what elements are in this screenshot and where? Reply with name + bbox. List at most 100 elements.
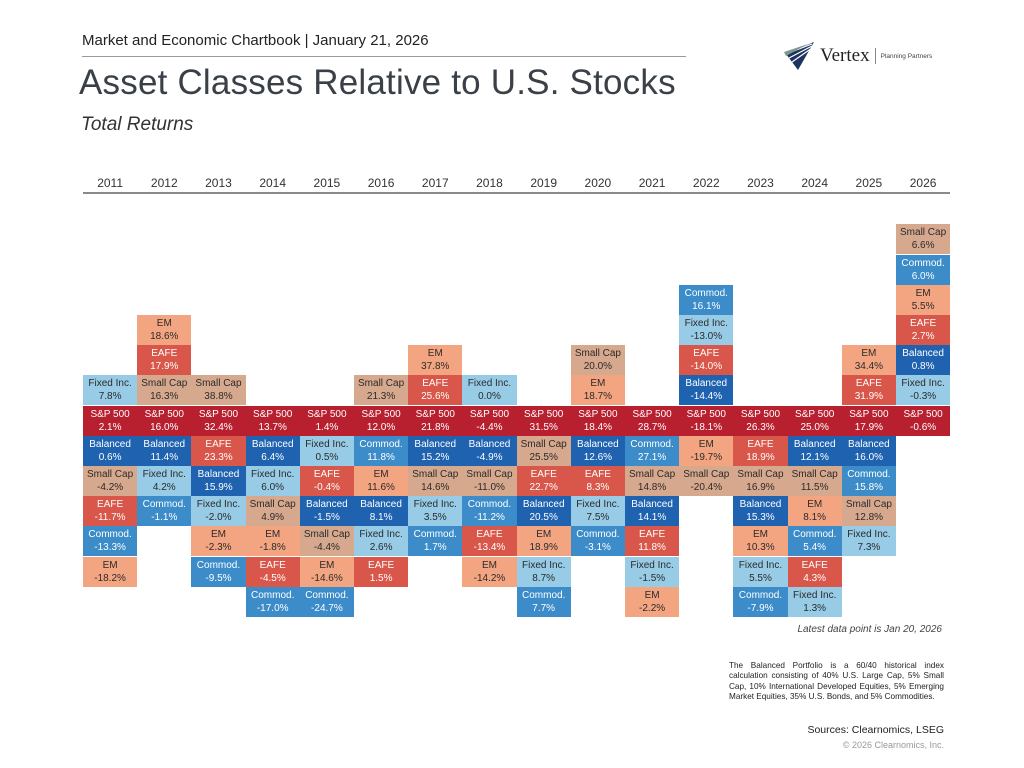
return-value: 16.3% [150,391,179,403]
return-cell: EM 34.4% [841,345,896,376]
return-cell: EM -2.2% [625,586,680,617]
return-value: -11.2% [474,512,505,524]
return-cell: Fixed Inc. -0.3% [896,375,951,406]
return-cell: Commod. 15.8% [841,465,896,497]
return-value: 31.5% [529,421,558,433]
return-value: 11.8% [638,542,666,554]
year-label: 2015 [313,176,341,190]
return-cell: S&P 500 17.9% [841,405,896,436]
return-cell: Balanced 0.8% [896,345,951,376]
return-value: 11.6% [367,481,395,493]
return-cell: Fixed Inc. 4.2% [137,465,192,497]
return-cell: Commod. 1.7% [408,526,463,557]
return-value: -13.4% [473,542,506,554]
return-cell: EAFE -11.7% [83,496,138,527]
return-cell: Commod. -17.0% [245,586,300,617]
return-value: 14.8% [637,481,667,493]
return-value: 1.4% [315,421,339,433]
asset-label: Fixed Inc. [251,468,295,480]
return-cell: Fixed Inc. 0.5% [299,435,354,466]
asset-label: S&P 500 [849,408,889,420]
return-cell: Fixed Inc. -1.5% [625,556,680,587]
asset-label: Commod. [847,468,891,480]
asset-label: S&P 500 [632,408,672,420]
return-value: -0.4% [313,481,340,493]
return-value: -19.7% [690,451,723,463]
return-cell: Fixed Inc. -2.0% [191,496,246,527]
asset-label: Fixed Inc. [576,499,620,511]
return-value: 32.4% [204,421,233,433]
return-cell: Small Cap 14.8% [625,465,680,497]
return-value: -13.0% [690,330,723,342]
return-value: -18.1% [690,421,723,433]
return-cell: EM 18.7% [570,375,625,406]
asset-label: Fixed Inc. [522,559,566,571]
header-divider [82,56,686,57]
return-cell: S&P 500 18.4% [570,405,625,436]
year-label: 2012 [150,176,178,190]
return-value: 2.1% [98,421,122,433]
return-value: -4.5% [259,572,286,584]
asset-label: S&P 500 [524,408,564,420]
year-label: 2023 [747,176,774,190]
asset-label: EM [536,529,552,541]
return-cell: EM -19.7% [679,435,734,466]
return-cell: Small Cap 16.3% [137,375,192,406]
return-cell: Small Cap 11.5% [787,465,842,497]
return-value: -0.6% [910,421,937,433]
return-cell: Small Cap 14.6% [408,465,463,497]
asset-label: Small Cap [900,227,947,239]
asset-label: Commod. [142,499,186,511]
return-cell: Small Cap 12.8% [841,496,896,527]
asset-label: EAFE [639,529,666,541]
asset-label: Balanced [739,499,782,511]
return-value: 25.5% [529,451,558,463]
asset-label: Commod. [738,589,783,601]
asset-label: Fixed Inc. [359,529,403,541]
year-label: 2018 [476,176,503,190]
asset-label: S&P 500 [415,408,455,420]
asset-label: Small Cap [737,468,784,480]
return-cell: EAFE 11.8% [625,526,680,557]
return-cell: Fixed Inc. 7.5% [570,496,625,527]
return-cell: EAFE 22.7% [516,465,571,497]
return-value: 8.1% [369,512,393,524]
return-cell: Small Cap 4.9% [245,496,300,527]
return-value: -20.4% [690,481,723,493]
return-value: 34.4% [854,361,884,373]
asset-label: Balanced [360,499,402,511]
return-value: -7.9% [747,602,774,614]
return-value: 37.8% [421,361,450,373]
asset-label: S&P 500 [903,408,943,420]
return-value: -1.8% [259,542,286,554]
year-label: 2017 [421,176,449,190]
latest-data-note: Latest data point is Jan 20, 2026 [797,624,942,635]
return-cell: Balanced 15.9% [191,465,246,497]
asset-label: EAFE [855,378,882,390]
asset-label: Fixed Inc. [467,378,512,390]
return-cell: S&P 500 -4.4% [462,405,517,436]
return-cell: EAFE 31.9% [841,375,896,406]
asset-label: Balanced [522,499,565,511]
asset-label: Balanced [468,438,511,450]
return-cell: EM 18.6% [137,314,192,346]
asset-label: EAFE [801,559,828,571]
return-value: 6.6% [911,240,935,252]
return-cell: Commod. -13.3% [83,526,138,557]
return-value: 21.3% [366,391,396,403]
return-value: 38.8% [204,391,233,403]
return-cell: EAFE 17.9% [137,345,192,376]
return-value: -14.6% [311,572,343,584]
asset-label: Commod. [467,499,512,511]
return-value: 6.0% [261,481,285,493]
asset-label: Commod. [630,438,674,450]
return-value: -18.2% [94,572,126,584]
return-value: -11.0% [474,481,505,493]
page-title: Asset Classes Relative to U.S. Stocks [79,63,676,102]
return-cell: EAFE -4.5% [245,556,300,587]
asset-label: EM [590,378,606,390]
asset-label: Small Cap [466,468,513,480]
return-cell: Balanced -4.9% [462,435,517,466]
return-value: -4.4% [313,542,340,554]
asset-label: Small Cap [791,468,838,480]
